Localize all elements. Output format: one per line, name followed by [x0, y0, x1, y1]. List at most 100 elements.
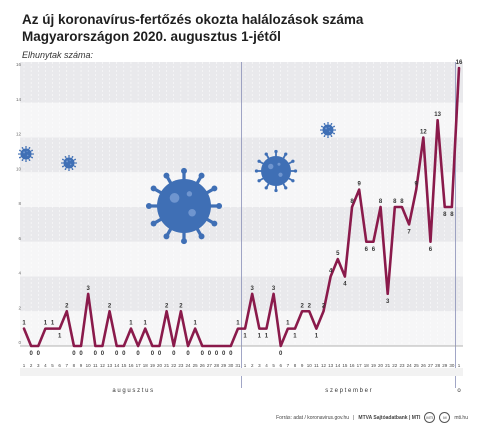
virus-spike-tip	[62, 165, 64, 168]
virus-spike-tip	[150, 220, 157, 227]
data-label: 13	[434, 112, 441, 118]
x-tick-label: 5	[51, 363, 54, 368]
data-label: 1	[286, 321, 290, 327]
virus-spike-tip	[28, 159, 31, 161]
virus-spike-tip	[25, 160, 27, 162]
virus-icon	[145, 167, 223, 245]
data-point	[187, 345, 189, 347]
virus-spike-tip	[75, 162, 77, 164]
virus-spot	[186, 191, 193, 197]
data-label: 1	[129, 321, 133, 327]
data-label: 0	[215, 351, 219, 357]
data-label: 2	[165, 303, 169, 309]
y-tick-label: 14	[16, 97, 22, 102]
data-point	[379, 206, 382, 208]
x-tick-label: 1	[23, 363, 26, 368]
virus-spike-tip	[333, 132, 335, 135]
y-axis-ticks: 0 2 4 6 8 10 12 14 16	[16, 62, 22, 345]
data-label: 1	[58, 334, 62, 340]
x-tick-label: 11	[314, 363, 319, 368]
data-label: 1	[236, 321, 240, 327]
mtva-logo-icon: M	[439, 412, 451, 423]
data-label: 0	[136, 351, 140, 357]
x-tick-label: 23	[399, 363, 405, 368]
x-tick-label: 22	[171, 363, 177, 368]
x-tick-label: 1	[458, 363, 461, 368]
x-tick-label: 7	[287, 363, 290, 368]
data-label: 1	[22, 321, 26, 327]
month-label: a u g u s z t u s	[112, 388, 153, 394]
data-point	[351, 206, 353, 208]
data-label: 3	[87, 286, 91, 292]
virus-spike-tip	[68, 169, 70, 171]
data-label: 8	[393, 199, 397, 205]
data-label: 6	[372, 247, 376, 253]
data-label: 0	[186, 351, 190, 357]
virus-spike-tip	[71, 168, 74, 170]
data-label: 6	[429, 247, 433, 253]
virus-body	[20, 148, 32, 160]
data-point	[344, 275, 346, 278]
virus-spot	[277, 162, 281, 166]
data-label: 12	[420, 130, 427, 136]
virus-spike-tip	[330, 135, 333, 137]
virus-spike-tip	[264, 152, 268, 156]
y-tick-label: 4	[18, 271, 21, 276]
data-point	[201, 345, 204, 347]
data-point	[251, 292, 254, 295]
virus-spike-tip	[150, 185, 157, 192]
virus-spike-tip	[211, 185, 218, 192]
data-label: 0	[94, 351, 98, 357]
data-point	[372, 240, 375, 243]
x-tick-label: 16	[128, 363, 134, 368]
data-point	[408, 223, 410, 226]
data-point	[229, 345, 232, 347]
data-point	[386, 292, 389, 295]
data-point	[258, 327, 261, 330]
data-label: 9	[357, 182, 361, 188]
x-tick-label: 24	[407, 363, 413, 368]
virus-spike-tip	[321, 132, 323, 135]
virus-spike-tip	[21, 147, 24, 149]
virus-icon	[254, 149, 298, 193]
virus-spike-tip	[181, 167, 187, 174]
x-tick-label: 4	[44, 363, 47, 368]
y-axis-label: Elhunytak száma:	[22, 50, 94, 60]
data-point	[329, 275, 332, 278]
data-label: 1	[258, 334, 262, 340]
data-label: 1	[51, 321, 55, 327]
data-point	[172, 345, 175, 347]
x-tick-label: 13	[107, 363, 113, 368]
x-tick-label: 10	[86, 363, 92, 368]
data-label: 8	[379, 199, 383, 205]
y-tick-label: 6	[18, 236, 21, 241]
data-label: 2	[65, 303, 69, 309]
virus-spike-tip	[61, 162, 63, 164]
virus-body	[261, 156, 291, 186]
x-tick-label: 15	[121, 363, 127, 368]
data-point	[443, 206, 446, 208]
data-point	[137, 345, 139, 347]
virus-spike-tip	[163, 233, 170, 240]
virus-spike-tip	[334, 129, 336, 131]
data-label: 0	[115, 351, 119, 357]
footer: Forrás: adat / koronavirus.gov.hu | MTVA…	[276, 412, 468, 423]
x-tick-label: 24	[186, 363, 192, 368]
x-tick-label: 21	[385, 363, 391, 368]
x-tick-label: 16	[350, 363, 356, 368]
data-point	[244, 327, 246, 330]
data-point	[144, 327, 147, 330]
data-label: 0	[158, 351, 162, 357]
data-point	[458, 67, 460, 69]
virus-body	[63, 157, 75, 169]
x-tick-label: 18	[364, 363, 370, 368]
virus-spot	[325, 127, 328, 130]
data-label: 4	[329, 269, 333, 275]
virus-spike-tip	[198, 233, 205, 240]
data-point	[436, 119, 439, 122]
data-point	[158, 345, 161, 347]
data-point	[65, 310, 68, 313]
virus-spike-tip	[320, 129, 322, 131]
data-label: 3	[386, 299, 390, 305]
